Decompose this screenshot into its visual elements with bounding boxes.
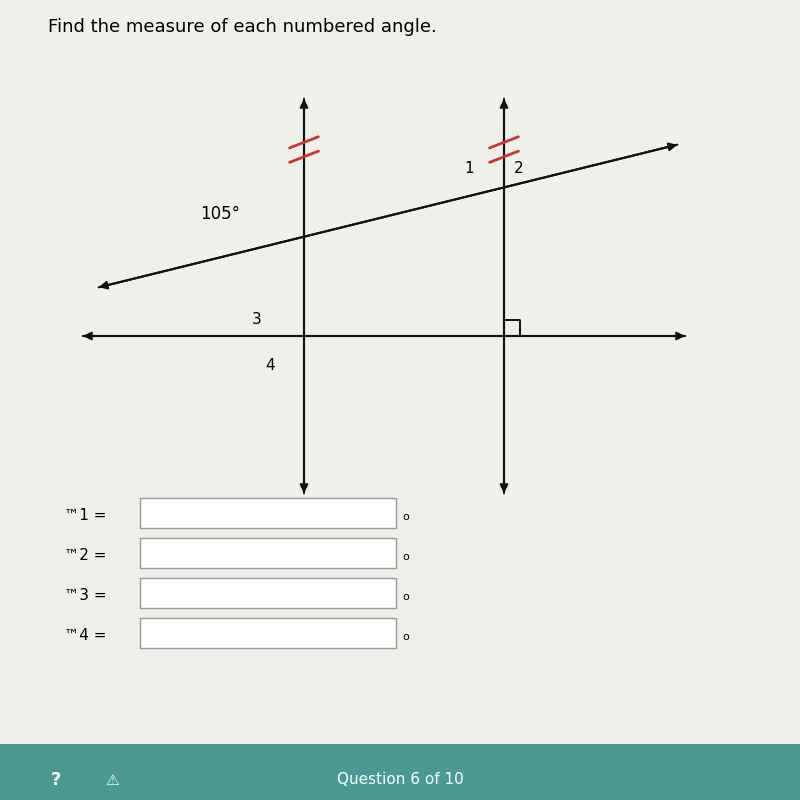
Text: 1: 1 (464, 161, 474, 176)
Text: Question 6 of 10: Question 6 of 10 (337, 773, 463, 787)
Text: o: o (402, 592, 409, 602)
Text: Find the measure of each numbered angle.: Find the measure of each numbered angle. (48, 18, 437, 36)
Text: 2: 2 (514, 161, 523, 176)
Text: ™3 =: ™3 = (64, 588, 106, 603)
Bar (140, 498, 396, 528)
Text: ⚠: ⚠ (105, 773, 119, 787)
Bar (140, 578, 396, 608)
Text: ™2 =: ™2 = (64, 548, 106, 563)
Text: 3: 3 (252, 312, 262, 327)
Text: o: o (402, 552, 409, 562)
Text: o: o (402, 512, 409, 522)
Text: ™1 =: ™1 = (64, 508, 106, 523)
Text: ?: ? (51, 771, 61, 789)
Bar (140, 618, 396, 648)
Text: o: o (402, 632, 409, 642)
Bar (140, 538, 396, 568)
Text: ™4 =: ™4 = (64, 628, 106, 643)
Text: 105°: 105° (200, 205, 240, 223)
Bar (0, 744, 800, 800)
Text: 4: 4 (266, 358, 275, 373)
